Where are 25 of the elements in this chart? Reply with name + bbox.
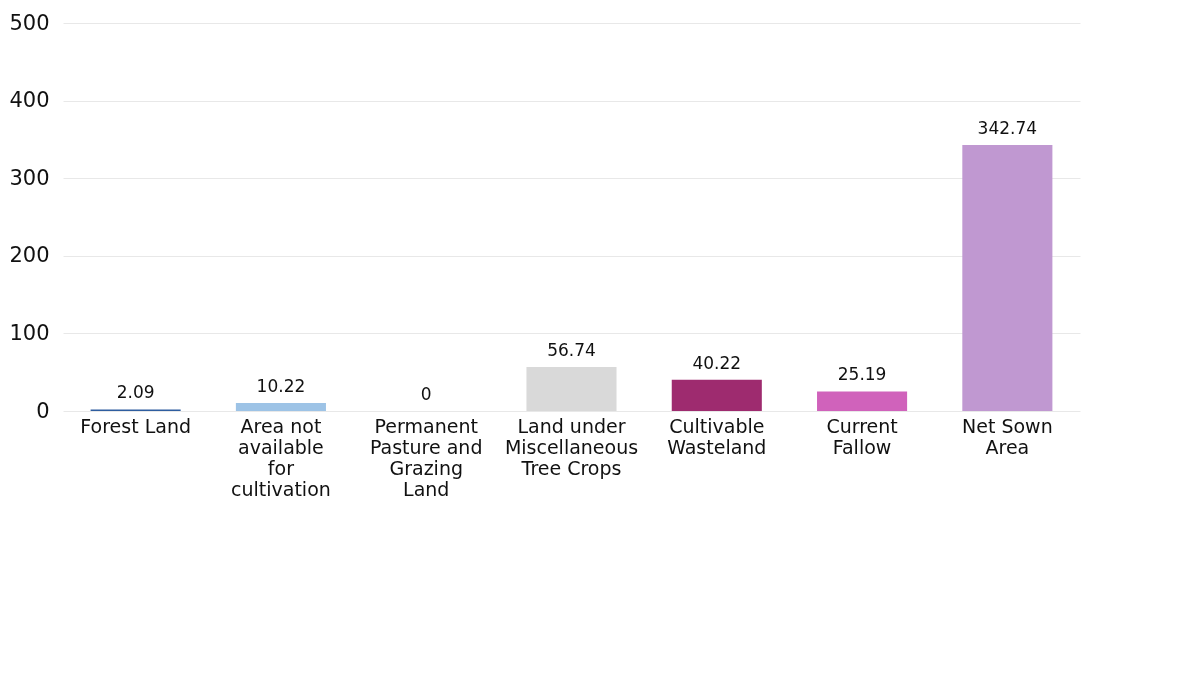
bar [962, 145, 1053, 411]
y-tick-label: 300 [9, 165, 50, 190]
y-tick-label: 400 [9, 88, 50, 113]
bar [671, 379, 762, 411]
data-label: 25.19 [837, 364, 887, 385]
y-tick-label: 200 [9, 243, 50, 268]
data-label: 2.09 [116, 382, 155, 403]
y-tick-label: 500 [9, 10, 50, 35]
data-label: 0 [420, 384, 432, 404]
bar [235, 403, 326, 411]
data-label: 40.22 [692, 352, 742, 373]
x-tick-label: Cultivable Wasteland [667, 414, 767, 458]
data-label: 342.74 [977, 118, 1038, 139]
bar [526, 366, 617, 411]
bar [817, 391, 908, 411]
x-tick-label: Permanent Pasture and Grazing Land [369, 414, 483, 500]
y-tick-label: 0 [36, 398, 50, 423]
x-tick-label: Net Sown Area [962, 414, 1053, 458]
x-tick-label: Land under Miscellaneous Tree Crops [504, 414, 639, 479]
data-label: 10.22 [256, 376, 306, 397]
data-label: 56.74 [547, 339, 596, 360]
y-tick-label: 100 [9, 320, 50, 345]
x-tick-label: Forest Land [80, 414, 191, 437]
x-tick-label: Area not available for cultivation [231, 414, 331, 500]
x-tick-label: Current Fallow [826, 414, 898, 458]
